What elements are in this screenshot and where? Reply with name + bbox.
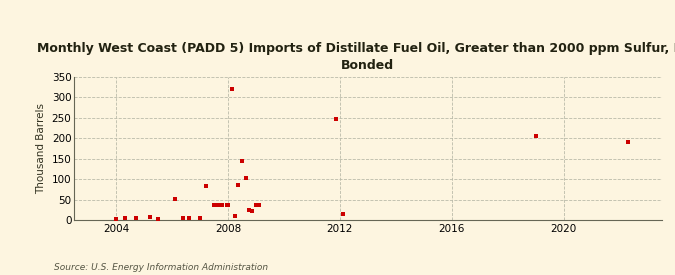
Point bbox=[622, 140, 633, 145]
Point bbox=[330, 117, 341, 121]
Point bbox=[531, 134, 541, 138]
Point bbox=[194, 216, 205, 221]
Point bbox=[200, 183, 211, 188]
Point bbox=[246, 209, 257, 213]
Point bbox=[169, 197, 180, 201]
Text: Source: U.S. Energy Information Administration: Source: U.S. Energy Information Administ… bbox=[54, 263, 268, 272]
Point bbox=[237, 159, 248, 163]
Point bbox=[153, 217, 163, 221]
Point bbox=[232, 183, 243, 188]
Point bbox=[213, 203, 223, 207]
Point bbox=[227, 87, 238, 92]
Point bbox=[223, 203, 234, 208]
Title: Monthly West Coast (PADD 5) Imports of Distillate Fuel Oil, Greater than 2000 pp: Monthly West Coast (PADD 5) Imports of D… bbox=[37, 42, 675, 72]
Point bbox=[250, 203, 261, 207]
Point bbox=[244, 208, 254, 212]
Point bbox=[241, 175, 252, 180]
Point bbox=[184, 215, 194, 220]
Point bbox=[253, 203, 264, 207]
Point bbox=[338, 212, 348, 216]
Point bbox=[221, 203, 232, 207]
Point bbox=[119, 216, 130, 220]
Point bbox=[111, 217, 122, 221]
Point bbox=[178, 216, 189, 221]
Point bbox=[130, 216, 141, 221]
Point bbox=[209, 203, 219, 208]
Point bbox=[230, 214, 240, 219]
Point bbox=[217, 203, 228, 208]
Y-axis label: Thousand Barrels: Thousand Barrels bbox=[36, 103, 46, 194]
Point bbox=[144, 215, 155, 219]
